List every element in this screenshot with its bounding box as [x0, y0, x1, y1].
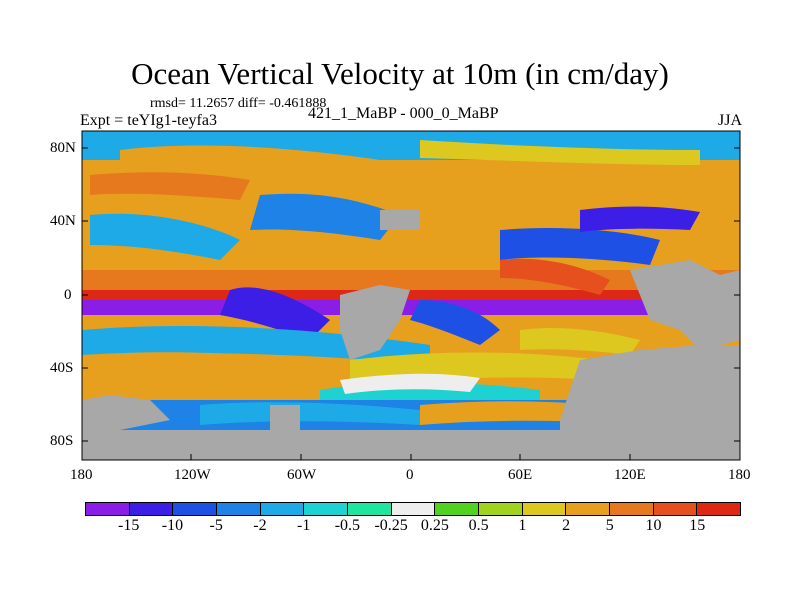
colorbar-swatch: [479, 503, 523, 515]
x-tick-label: 0: [406, 467, 414, 483]
colorbar-label: -0.5: [334, 517, 361, 534]
y-tick-label: 80S: [50, 433, 74, 449]
velocity-field: [82, 131, 740, 460]
colorbar-label: 15: [689, 517, 706, 534]
y-tick-label: 80N: [50, 140, 76, 156]
axis-ticks: [82, 147, 740, 460]
colorbar-swatch: [217, 503, 261, 515]
colorbar-label: 10: [645, 517, 662, 534]
colorbar-swatch: [129, 503, 174, 515]
colorbar-label: -15: [118, 517, 140, 534]
y-tick-label: 40N: [50, 213, 76, 229]
experiment-label: Expt = teYIg1-teyfa3: [80, 112, 217, 129]
colorbar: [85, 502, 741, 516]
x-tick-label: 120E: [614, 467, 646, 483]
x-tick-label: 120W: [174, 467, 211, 483]
colorbar-label: 0.25: [420, 517, 449, 534]
colorbar-swatch: [260, 503, 305, 515]
colorbar-swatch: [522, 503, 567, 515]
colorbar-swatch: [391, 503, 436, 515]
map-title: Ocean Vertical Velocity at 10m (in cm/da…: [131, 56, 669, 91]
stats-line: rmsd= 11.2657 diff= -0.461888: [150, 96, 327, 111]
y-tick-label: 40S: [50, 360, 74, 376]
colorbar-label: -5: [209, 517, 223, 534]
colorbar-swatch: [697, 503, 741, 515]
colorbar-label: 0.5: [468, 517, 489, 534]
season-label: JJA: [718, 112, 743, 129]
colorbar-label: 5: [605, 517, 614, 534]
colorbar-swatch: [348, 503, 392, 515]
x-tick-label: 60W: [287, 467, 317, 483]
colorbar-swatch: [610, 503, 654, 515]
colorbar-swatch: [86, 503, 130, 515]
x-tick-label: 60E: [508, 467, 533, 483]
x-tick-label: 180: [70, 467, 93, 483]
colorbar-swatch: [435, 503, 480, 515]
colorbar-label: -2: [253, 517, 267, 534]
colorbar-swatch: [173, 503, 218, 515]
colorbar-label: 2: [562, 517, 571, 534]
colorbar-label: -0.25: [374, 517, 408, 534]
colorbar-swatch: [653, 503, 698, 515]
y-tick-label: 0: [64, 287, 72, 303]
colorbar-swatch: [566, 503, 611, 515]
colorbar-label: -10: [161, 517, 184, 534]
colorbar-label: 1: [518, 517, 527, 534]
colorbar-swatch: [304, 503, 349, 515]
comparison-label: 421_1_MaBP - 000_0_MaBP: [308, 105, 499, 122]
x-tick-label: 180: [728, 467, 751, 483]
colorbar-label: -1: [296, 517, 311, 534]
